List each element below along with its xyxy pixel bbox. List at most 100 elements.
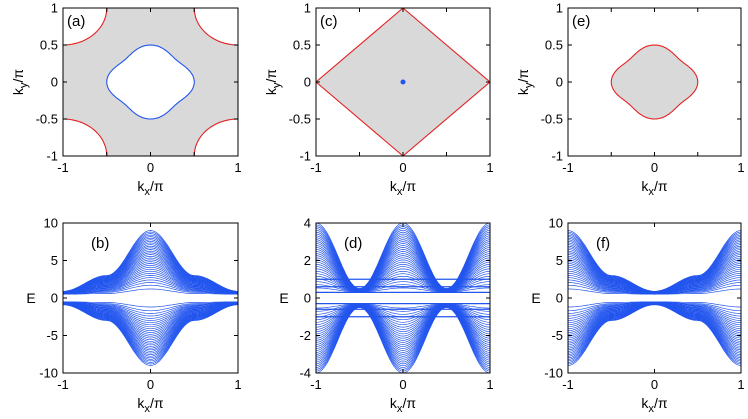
band-line [316, 305, 490, 341]
x-tick-label: -1 [562, 160, 574, 175]
band-line [63, 279, 238, 295]
panel-label: (f) [596, 235, 610, 252]
band-line [63, 303, 238, 346]
band-line [316, 304, 490, 335]
x-tick-label: -1 [310, 377, 322, 392]
band-line [316, 305, 490, 347]
red-corner-arc [63, 118, 108, 156]
band-line [63, 302, 238, 326]
band-line [63, 234, 238, 292]
band-line [63, 302, 238, 330]
band-line [63, 230, 238, 292]
y-tick-label: -1 [299, 149, 311, 164]
band-line [316, 303, 490, 312]
y-axis-label: E [279, 290, 288, 306]
band-line [63, 255, 238, 293]
band-line [63, 254, 238, 293]
band-line [63, 301, 238, 317]
band-line [316, 261, 490, 292]
band-line [63, 259, 238, 294]
y-tick-label: -5 [46, 328, 58, 343]
band-line [63, 302, 238, 328]
x-axis-label: kx/π [641, 395, 667, 415]
x-tick-label: 0 [399, 377, 406, 392]
x-tick-label: 0 [651, 160, 658, 175]
x-tick-label: 0 [399, 160, 406, 175]
x-axis-label: kx/π [390, 178, 416, 198]
panel-label: (c) [320, 13, 338, 30]
plot-area [63, 8, 238, 156]
y-tick-label: 0.5 [545, 38, 563, 53]
x-tick-label: -1 [57, 377, 69, 392]
y-tick-label: -5 [551, 328, 563, 343]
band-line [316, 305, 490, 339]
y-axis-label: E [531, 290, 540, 306]
band-line [63, 301, 238, 312]
band-line [316, 255, 490, 291]
y-tick-label: 10 [44, 216, 58, 231]
plot-area [316, 223, 490, 373]
y-tick-label: 0.5 [293, 38, 311, 53]
band-line [63, 268, 238, 294]
band-line [63, 303, 238, 344]
plot-area [63, 230, 238, 366]
band-line [316, 281, 490, 293]
band-line [316, 253, 490, 291]
band-line [63, 303, 238, 349]
band-line [316, 249, 490, 291]
y-axis-label: ky/π [263, 69, 283, 95]
blue-ring [106, 44, 195, 120]
band-line [63, 302, 238, 333]
plot-area [568, 230, 741, 366]
band-line [63, 252, 238, 293]
band-line [316, 304, 490, 333]
y-tick-label: 5 [556, 253, 563, 268]
corner-white [63, 8, 107, 45]
y-tick-label: 0 [51, 75, 58, 90]
band-line [63, 261, 238, 294]
y-tick-label: 0 [51, 291, 58, 306]
y-tick-label: 10 [549, 216, 563, 231]
y-axis-label: ky/π [10, 69, 30, 95]
panel-a: -1 0 1 -1 -0.5 0 0.5 1 kx/π ky/π (a) [10, 1, 242, 199]
band-line [63, 242, 238, 293]
x-tick-label: 1 [486, 377, 493, 392]
y-tick-label: 0 [556, 75, 563, 90]
y-tick-label: 1 [51, 1, 58, 16]
band-line [316, 305, 490, 343]
band-line [63, 304, 238, 366]
red-corner-arc [63, 8, 108, 46]
plot-area [316, 8, 490, 156]
x-tick-label: 0 [147, 377, 154, 392]
band-line [63, 302, 238, 324]
band-lines [63, 230, 238, 366]
band-line [63, 231, 238, 292]
x-axis-label: kx/π [137, 178, 163, 198]
y-tick-label: 5 [51, 253, 58, 268]
panel-label: (d) [344, 235, 362, 252]
band-line [63, 303, 238, 356]
y-tick-label: -0.5 [36, 112, 58, 127]
band-line [63, 240, 238, 293]
x-tick-label: 1 [737, 377, 744, 392]
panel-d: -1 0 1 -4 -2 0 2 4 kx/π E (d) [279, 216, 493, 416]
band-line [63, 304, 238, 360]
band-line [63, 302, 238, 321]
band-line [63, 302, 238, 335]
band-line [63, 277, 238, 295]
band-line [568, 252, 741, 293]
band-line [63, 263, 238, 294]
band-line [63, 303, 238, 354]
band-line [316, 287, 490, 293]
band-line [63, 303, 238, 347]
y-tick-label: -0.5 [541, 112, 563, 127]
y-tick-label: 0 [304, 291, 311, 306]
x-tick-label: 1 [486, 160, 493, 175]
x-tick-label: -1 [562, 377, 574, 392]
band-line [316, 275, 490, 292]
band-line [568, 230, 741, 292]
axes-frame [567, 222, 742, 374]
band-line [316, 266, 490, 292]
shaded-region [63, 8, 238, 156]
